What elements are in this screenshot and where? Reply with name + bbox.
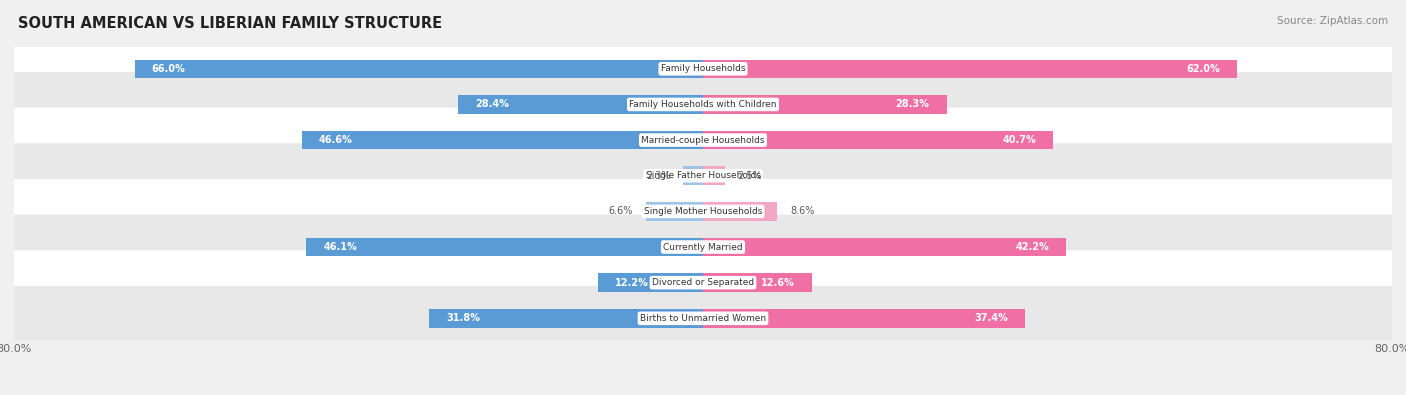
Text: 6.6%: 6.6%: [609, 206, 633, 216]
Text: 42.2%: 42.2%: [1015, 242, 1049, 252]
Text: 37.4%: 37.4%: [974, 313, 1008, 324]
Bar: [458, 95, 703, 114]
Text: 46.6%: 46.6%: [319, 135, 353, 145]
Text: 2.5%: 2.5%: [738, 171, 762, 181]
FancyBboxPatch shape: [10, 286, 1396, 351]
Text: 31.8%: 31.8%: [446, 313, 481, 324]
FancyBboxPatch shape: [10, 214, 1396, 279]
Text: Family Households: Family Households: [661, 64, 745, 73]
FancyBboxPatch shape: [10, 250, 1396, 315]
Text: 62.0%: 62.0%: [1185, 64, 1219, 74]
Bar: [647, 202, 703, 221]
Text: SOUTH AMERICAN VS LIBERIAN FAMILY STRUCTURE: SOUTH AMERICAN VS LIBERIAN FAMILY STRUCT…: [18, 16, 443, 31]
Bar: [703, 202, 778, 221]
Bar: [703, 309, 1025, 327]
FancyBboxPatch shape: [10, 72, 1396, 137]
Text: Births to Unmarried Women: Births to Unmarried Women: [640, 314, 766, 323]
Text: 2.3%: 2.3%: [645, 171, 671, 181]
Text: 8.6%: 8.6%: [790, 206, 814, 216]
Bar: [683, 166, 703, 185]
Bar: [598, 273, 703, 292]
Text: 46.1%: 46.1%: [323, 242, 357, 252]
Text: 40.7%: 40.7%: [1002, 135, 1036, 145]
Bar: [703, 238, 1066, 256]
Bar: [302, 131, 703, 149]
FancyBboxPatch shape: [10, 179, 1396, 244]
Text: 66.0%: 66.0%: [152, 64, 186, 74]
Bar: [703, 273, 811, 292]
Text: 12.6%: 12.6%: [761, 278, 794, 288]
Text: Source: ZipAtlas.com: Source: ZipAtlas.com: [1277, 16, 1388, 26]
Text: 28.3%: 28.3%: [896, 100, 929, 109]
Bar: [703, 166, 724, 185]
Legend: South American, Liberian: South American, Liberian: [595, 393, 811, 395]
Bar: [307, 238, 703, 256]
Bar: [703, 131, 1053, 149]
FancyBboxPatch shape: [10, 108, 1396, 173]
Text: 28.4%: 28.4%: [475, 100, 509, 109]
FancyBboxPatch shape: [10, 143, 1396, 208]
Bar: [429, 309, 703, 327]
Text: Single Father Households: Single Father Households: [645, 171, 761, 180]
FancyBboxPatch shape: [10, 36, 1396, 101]
Text: Divorced or Separated: Divorced or Separated: [652, 278, 754, 287]
Bar: [135, 60, 703, 78]
Text: 12.2%: 12.2%: [616, 278, 650, 288]
Text: Family Households with Children: Family Households with Children: [630, 100, 776, 109]
Bar: [703, 60, 1237, 78]
Text: Currently Married: Currently Married: [664, 243, 742, 252]
Bar: [703, 95, 946, 114]
Text: Married-couple Households: Married-couple Households: [641, 135, 765, 145]
Text: Single Mother Households: Single Mother Households: [644, 207, 762, 216]
